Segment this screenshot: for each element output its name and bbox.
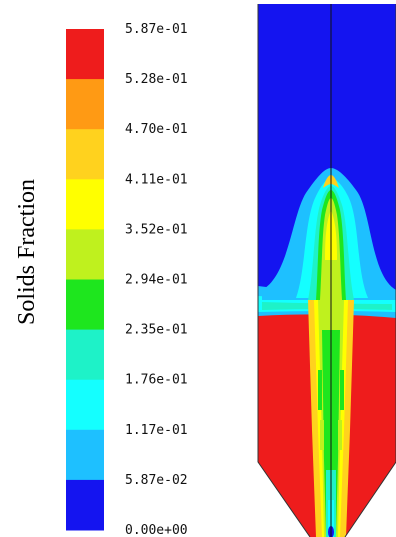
colorbar-tick-label: 5.28e-01 <box>125 72 188 87</box>
colorbar-segment <box>66 129 104 180</box>
colorbar-tick-label: 5.87e-01 <box>125 22 188 37</box>
colorbar-segment <box>66 29 104 80</box>
colorbar-tick-label: 3.52e-01 <box>125 222 188 237</box>
colorbar-segment <box>66 379 104 431</box>
vessel-outline <box>257 4 396 537</box>
colorbar-tick-label: 4.11e-01 <box>125 172 188 187</box>
colorbar-segment <box>66 329 104 381</box>
colorbar-segment <box>66 179 104 230</box>
field-streak-right2 <box>338 420 342 450</box>
field-streak-left2 <box>320 420 324 450</box>
colorbar-tick-label: 0.00e+00 <box>125 523 188 537</box>
solids-fraction-field <box>258 4 396 537</box>
colorbar-segment <box>66 229 104 280</box>
field-streak-right <box>340 370 344 410</box>
colorbar-tick-label: 2.35e-01 <box>125 323 188 338</box>
colorbar-segment <box>66 429 104 481</box>
colorbar-segment <box>66 479 104 531</box>
colorbar-tick-label: 5.87e-02 <box>125 473 188 488</box>
colorbar-tick-label: 4.70e-01 <box>125 122 188 137</box>
field-streak-left <box>318 370 322 410</box>
colorbar-label: Solids Fraction <box>14 179 40 325</box>
colorbar-tick-label: 1.17e-01 <box>125 423 188 438</box>
colorbar-segment <box>66 279 104 331</box>
colorbar-tick-label: 2.94e-01 <box>125 273 188 288</box>
colorbar-segment <box>66 79 104 130</box>
colorbar-tick-label: 1.76e-01 <box>125 373 188 388</box>
colorbar-ticks: 5.87e-01 5.28e-01 4.70e-01 4.11e-01 3.52e-01… <box>125 22 188 537</box>
colorbar-segments <box>66 29 104 531</box>
